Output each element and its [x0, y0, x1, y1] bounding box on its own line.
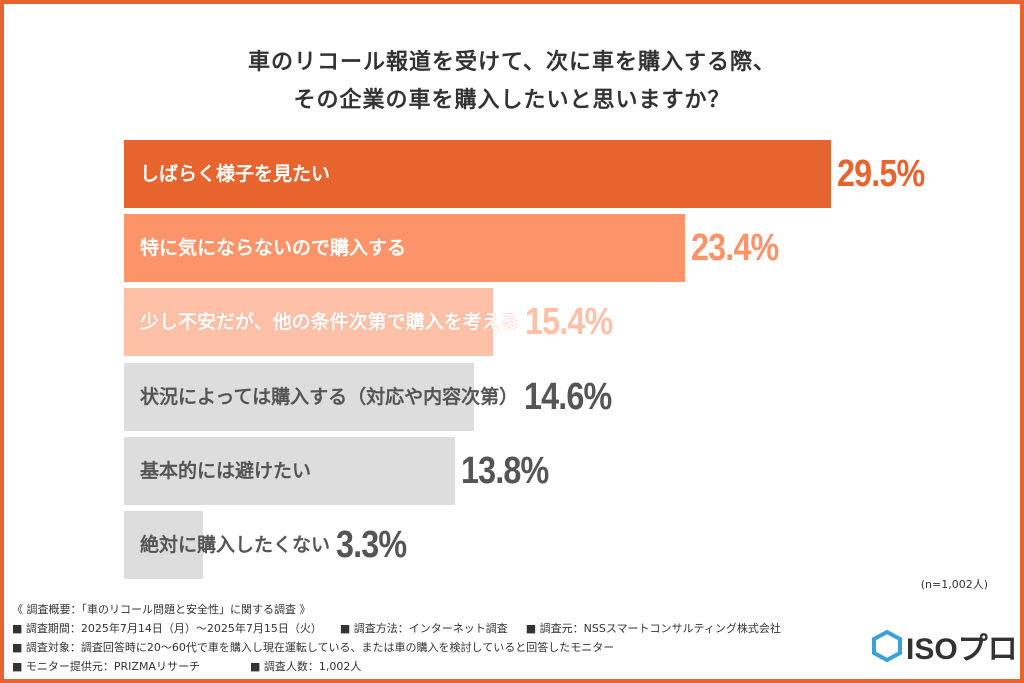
bar — [124, 288, 494, 357]
logo-text: ISOプロ — [906, 633, 1018, 666]
category-label: 特に気にならないので購入する — [140, 237, 407, 260]
hexagon-icon — [872, 630, 902, 662]
bar — [124, 140, 831, 208]
sample-size-note: (n=1,002人) — [920, 578, 988, 591]
category-label: 状況によっては購入する（対応や内容次第） — [140, 385, 519, 408]
bar — [124, 214, 685, 283]
value-label: 14.6% — [524, 375, 612, 418]
value-label: 29.5% — [837, 153, 925, 195]
survey-target: ■ 調査対象：調査回答時に20～60代で車を購入し現在運転している、または車の購… — [12, 641, 615, 654]
value-label: 3.3% — [336, 524, 407, 566]
category-label: 基本的には避けたい — [140, 459, 312, 482]
chart-title: 車のリコール報道を受けて、次に車を購入する際、 その企業の車を購入したいと思います… — [248, 50, 776, 113]
logo: ISOプロ — [872, 624, 1018, 668]
summary-heading: 《 調査概要：「車のリコール問題と安全性」に関する調査 》 — [12, 603, 311, 616]
survey-source: ■ 調査元：NSSスマートコンサルティング株式会社 — [525, 622, 781, 635]
survey-summary: 《 調査概要：「車のリコール問題と安全性」に関する調査 》 ■ 調査期間：202… — [12, 600, 799, 676]
category-label: 少し不安だが、他の条件次第で購入を考える — [140, 311, 520, 334]
category-label: しばらく様子を見たい — [140, 163, 331, 185]
category-label: 絶対に購入したくない — [140, 534, 331, 556]
value-label: 15.4% — [525, 301, 613, 344]
survey-count: ■ 調査人数：1,002人 — [249, 660, 362, 673]
value-label: 23.4% — [690, 227, 779, 270]
bar — [124, 511, 204, 579]
survey-period: ■ 調査期間：2025年7月14日（月）～2025年7月15日（火） — [12, 622, 322, 635]
value-label: 13.8% — [460, 449, 549, 492]
survey-method: ■ 調査方法：インターネット調査 — [339, 622, 508, 635]
bar — [124, 436, 455, 505]
bar — [124, 362, 474, 431]
monitor-provider: ■ モニター提供元：PRIZMAリサーチ — [12, 660, 200, 673]
